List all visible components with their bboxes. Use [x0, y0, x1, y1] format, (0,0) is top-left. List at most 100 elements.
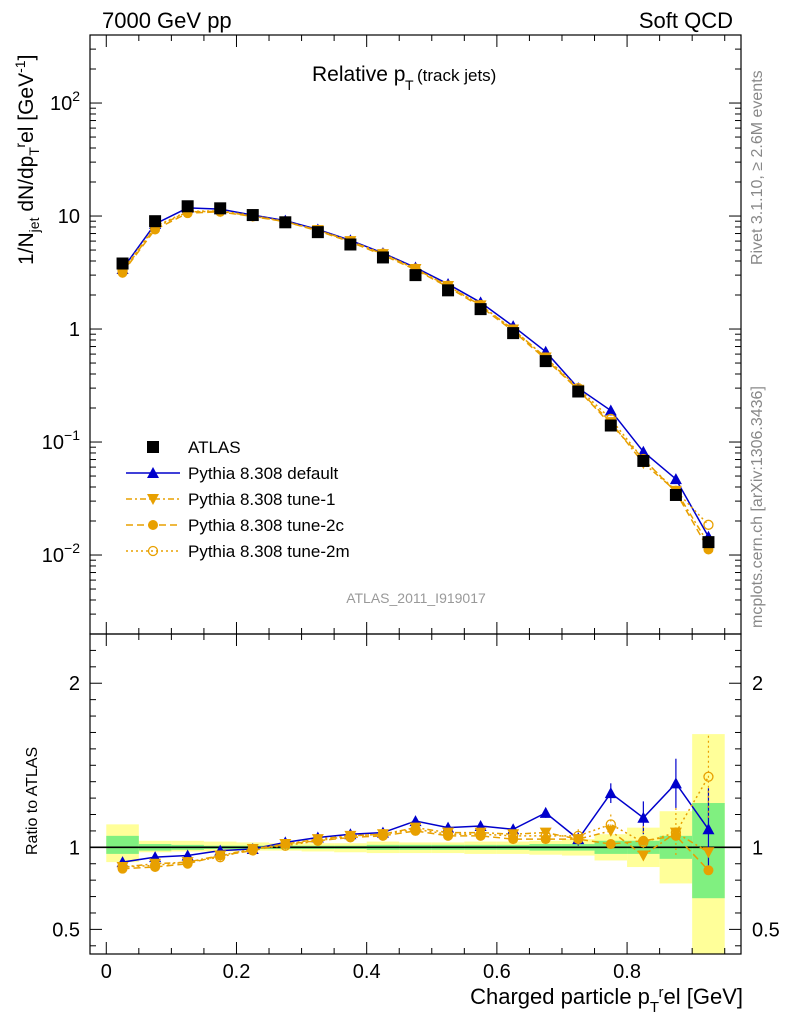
x-tick-label: 0.4	[353, 961, 381, 983]
ratio-series-pythia-8-308-tune-2m-point	[149, 860, 161, 871]
ratio-series-pythia-8-308-tune-2m-point	[117, 861, 128, 873]
main-series-pythia-8-308-default-point	[669, 473, 682, 485]
x-tick-label: 0.8	[613, 961, 641, 983]
ratio-series-pythia-8-308-default-point	[539, 806, 552, 818]
ratio-series-pythia-8-308-tune-2m-point	[605, 819, 616, 830]
main-axes: 10−2 10−1 1 10 102	[42, 34, 741, 635]
title-note: (track jets)	[417, 66, 496, 85]
ratio-series-pythia-8-308-tune-2c-point	[540, 834, 551, 845]
legend-atlas-label: ATLAS	[188, 438, 241, 457]
main-series-atlas-point	[279, 216, 292, 229]
main-series-atlas-point	[539, 355, 552, 368]
main-series-atlas-point	[311, 226, 324, 239]
main-series-atlas-point	[116, 257, 129, 270]
category-label: Soft QCD	[639, 8, 733, 33]
main-series-atlas-point	[376, 251, 389, 264]
x-axis-label-text: Charged particle pTrel [GeV]	[470, 984, 743, 1016]
ratio-y-tick-label-right: 0.5	[752, 919, 780, 941]
collision-label: 7000 GeV pp	[102, 8, 232, 33]
ratio-series-pythia-8-308-tune-2c-point	[605, 839, 616, 850]
main-series-atlas-point	[507, 327, 520, 340]
ratio-axes: 0 0.2 0.4 0.6 0.8 0.5 0.5 1 1 2 2	[52, 634, 780, 983]
main-series-pythia-8-308-default-line	[121, 207, 710, 538]
main-series-atlas-point	[214, 202, 227, 215]
main-y-tick-label: 10	[58, 206, 80, 228]
ratio-series-pythia-8-308-tune-2m-point	[345, 830, 356, 841]
legend-pythia-8-308-tune-2c-label: Pythia 8.308 tune-2c	[188, 516, 344, 535]
ratio-series-pythia-8-308-default-point	[669, 777, 682, 789]
main-series-atlas-point	[181, 200, 194, 213]
main-series-atlas-point	[669, 488, 682, 501]
main-series-atlas-point	[604, 419, 617, 432]
legend-pythia-8-308-tune-2c-marker	[148, 520, 158, 530]
main-series-pythia-8-308-tune-2c-point	[117, 267, 128, 278]
ratio-band-inner	[106, 835, 139, 854]
main-series-atlas-point	[637, 454, 650, 467]
ratio-series-pythia-8-308-tune-2m-point	[442, 829, 454, 840]
ratio-series-pythia-8-308-tune-2m-point	[377, 829, 389, 840]
main-series-pythia-8-308-default-point	[604, 404, 617, 416]
legend: ATLAS Pythia 8.308 default Pythia 8.308 tu…	[126, 438, 350, 561]
ratio-series-pythia-8-308-tune-2m-point	[508, 830, 519, 841]
ratio-series-pythia-8-308-tune-1-point	[702, 847, 715, 859]
title-main: Relative p	[312, 63, 405, 86]
mcplots-label: mcplots.cern.ch [arXiv:1306.3436]	[749, 386, 766, 628]
main-series-atlas-point	[702, 536, 715, 549]
main-y-tick-label: 102	[50, 88, 80, 115]
main-series-pythia-8-308-tune-2m-point	[703, 519, 714, 530]
ratio-series-pythia-8-308-tune-2m-point	[540, 830, 551, 841]
main-series-atlas-point	[409, 269, 422, 282]
main-ylabel-text: 1/Njet dN/dpTrel [GeV-1]	[12, 55, 42, 265]
legend-pythia-8-308-tune-2m-marker	[147, 545, 159, 557]
main-series-atlas-point	[149, 215, 162, 228]
legend-pythia-8-308-tune-2m-label: Pythia 8.308 tune-2m	[188, 542, 350, 561]
ratio-series-pythia-8-308-tune-2m-point	[280, 840, 291, 851]
main-series-atlas-point	[246, 209, 259, 222]
ratio-y-tick-label-right: 1	[752, 837, 763, 859]
ratio-y-tick-label: 1	[69, 837, 80, 859]
main-series-atlas-point	[344, 238, 357, 251]
legend-pythia-8-308-default-marker	[147, 467, 159, 478]
reference-label: ATLAS_2011_I919017	[346, 590, 486, 606]
legend-atlas-marker	[147, 441, 159, 453]
x-tick-label: 0	[101, 961, 112, 983]
main-series-atlas-point	[442, 284, 455, 297]
ratio-series-pythia-8-308-tune-2m-point	[215, 852, 226, 863]
title-subscript: T	[405, 77, 414, 93]
ratio-series-pythia-8-308-tune-2m-point	[475, 829, 486, 840]
ratio-series-pythia-8-308-tune-2m-point	[573, 830, 584, 841]
ratio-panel: 0 0.2 0.4 0.6 0.8 0.5 0.5 1 1 2 2	[52, 633, 780, 983]
main-ylabel: 1/Njet dN/dpTrel [GeV-1]	[12, 55, 42, 265]
ratio-series-pythia-8-308-default-point	[702, 823, 715, 835]
main-series-pythia-8-308-tune-2m-line	[121, 210, 709, 526]
main-series-atlas-point	[572, 385, 585, 398]
main-panel: 10−2 10−1 1 10 102 ATLAS_2011_I919017	[42, 34, 742, 635]
legend-pythia-8-308-tune-1-label: Pythia 8.308 tune-1	[188, 490, 335, 509]
ratio-series-pythia-8-308-tune-2m-point	[410, 824, 421, 835]
ratio-series-pythia-8-308-default-point	[637, 811, 650, 823]
ratio-uncertainty-bands	[106, 734, 725, 954]
ratio-series-pythia-8-308-tune-2m-point	[670, 827, 682, 838]
main-plot-marks	[116, 200, 715, 555]
ratio-y-tick-label: 0.5	[52, 919, 80, 941]
ratio-frame	[89, 633, 742, 955]
ratio-series-pythia-8-308-tune-1-point	[539, 827, 552, 839]
ratio-series-pythia-8-308-tune-2c-point	[573, 834, 584, 845]
main-y-tick-label: 1	[69, 319, 80, 341]
ratio-series-pythia-8-308-tune-2c-point	[703, 865, 714, 876]
ratio-y-tick-label: 2	[69, 673, 80, 695]
x-tick-label: 0.2	[223, 961, 251, 983]
legend-pythia-8-308-default-label: Pythia 8.308 default	[188, 464, 339, 483]
main-y-tick-label: 10−1	[42, 427, 80, 454]
main-series-pythia-8-308-default-point	[637, 445, 650, 457]
plot-title: Relative p T (track jets)	[312, 63, 496, 93]
x-axis-label: Charged particle pTrel [GeV]	[470, 984, 743, 1016]
legend-pythia-8-308-tune-1-marker	[147, 494, 159, 505]
rivet-label: Rivet 3.1.10, ≥ 2.6M events	[749, 70, 766, 265]
ratio-series-pythia-8-308-tune-2c-point	[670, 830, 681, 841]
ratio-series-pythia-8-308-tune-2m-point	[312, 835, 324, 846]
main-y-tick-label: 10−2	[42, 540, 80, 567]
ratio-plot-marks	[116, 735, 715, 876]
main-series-atlas-point	[474, 303, 487, 316]
